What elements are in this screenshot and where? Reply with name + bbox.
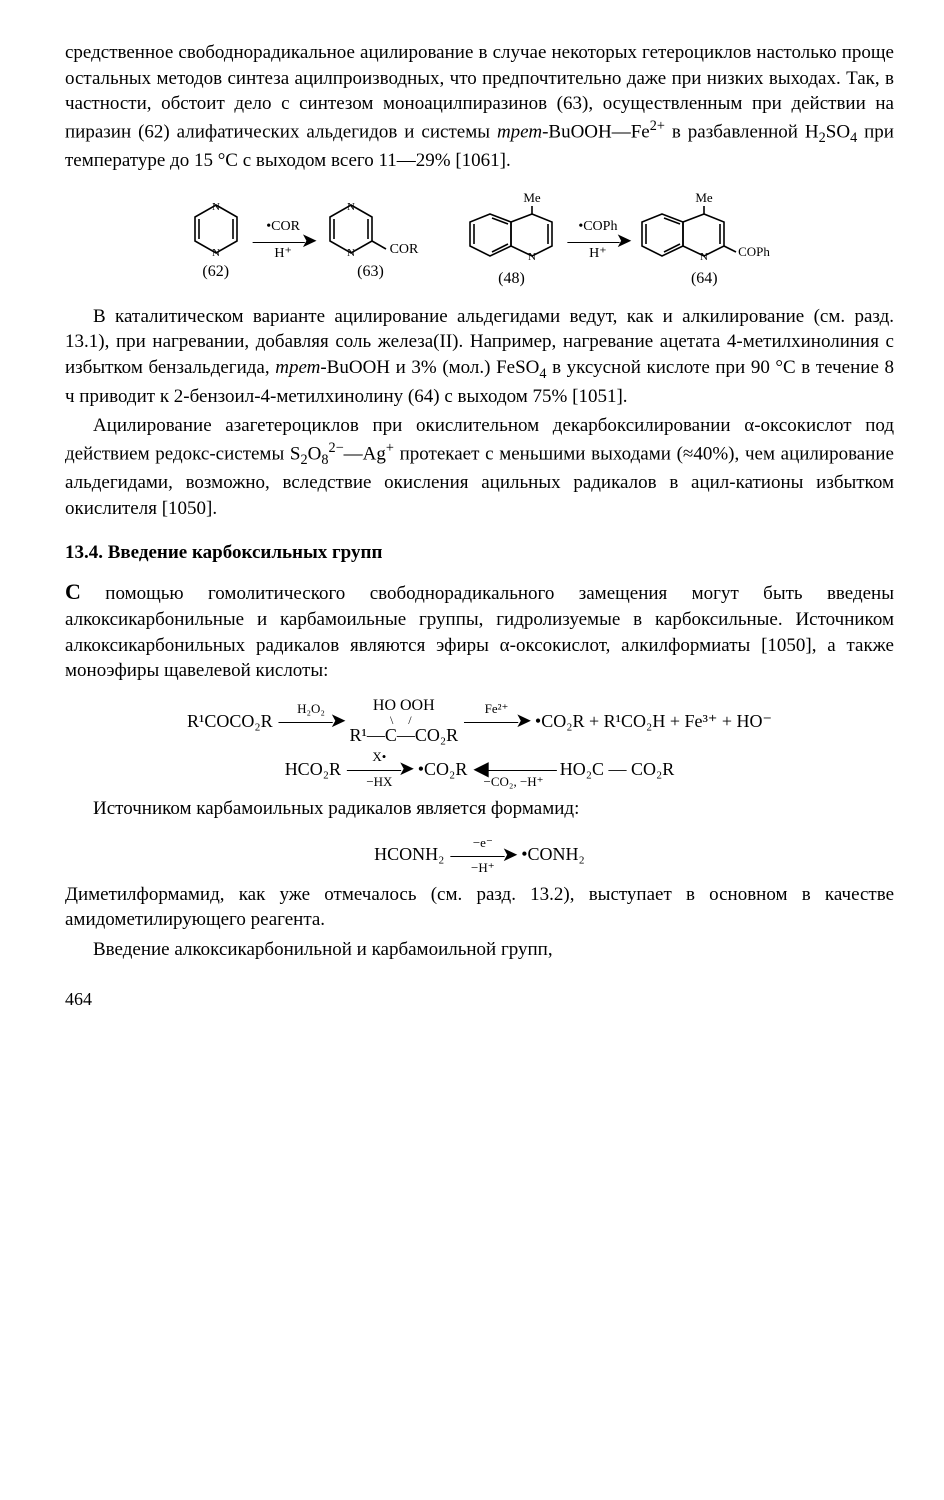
arrow-h2o2: H₂O₂ ———➤: [279, 702, 344, 740]
arrow-glyph: ———➤: [568, 235, 629, 247]
molecule-label-48: (48): [498, 268, 525, 290]
molecule-48: Me N (48): [464, 192, 560, 290]
molecule-63: N N COR (63): [322, 199, 420, 283]
arrow-bot: [495, 727, 498, 740]
molecule-label-63: (63): [357, 261, 384, 283]
equation-block-2: HCONH₂ −e⁻ ———➤ −H⁺ •CONH₂: [65, 836, 894, 874]
superscript: 2+: [650, 118, 665, 134]
superscript: 2−: [328, 440, 343, 456]
svg-text:N: N: [700, 251, 708, 263]
molecule-label-62: (62): [202, 261, 229, 283]
molecule-64: Me N COPh (64): [636, 192, 772, 290]
italic-tret: трет: [497, 121, 542, 142]
pyrazine-icon: N N: [187, 199, 245, 259]
eq3-right: •CONH₂: [521, 839, 585, 870]
arrow-bot: H⁺: [274, 247, 292, 262]
intermediate: HO OOH \ / R¹—C—CO₂R: [349, 698, 458, 744]
svg-text:Me: Me: [696, 192, 714, 205]
text: O: [308, 443, 322, 464]
dropcap: С: [65, 579, 81, 604]
equation-block-1: R¹COCO₂R H₂O₂ ———➤ HO OOH \ / R¹—C—CO₂R …: [65, 698, 894, 788]
arrow-glyph: ———➤: [450, 849, 515, 861]
text: -BuOOH и 3% (мол.) FeSO: [320, 357, 539, 378]
arrow-1: •COR ———➤ H⁺: [253, 220, 314, 261]
eq1-left: R¹COCO₂R: [187, 706, 273, 737]
text: SO: [826, 121, 850, 142]
text: -BuOOH—Fe: [542, 121, 650, 142]
text: —Ag: [344, 443, 386, 464]
svg-text:N: N: [212, 201, 220, 213]
svg-text:N: N: [212, 247, 220, 259]
equation-row-2: HCO₂R X• ———➤ −HX •CO₂R ◀———— −CO₂, −H⁺ …: [65, 750, 894, 788]
arrow-bot: H⁺: [589, 247, 607, 262]
superscript: +: [386, 440, 394, 456]
eq2-mid: •CO₂R: [418, 754, 468, 785]
top-groups: HO OOH: [373, 698, 435, 714]
text: в разбавленной H: [665, 121, 819, 142]
molecule-62: N N (62): [187, 199, 245, 283]
arrow-glyph: ———➤: [253, 235, 314, 247]
svg-text:Me: Me: [523, 192, 541, 205]
equation-row-1: R¹COCO₂R H₂O₂ ———➤ HO OOH \ / R¹—C—CO₂R …: [65, 698, 894, 744]
arrow-bot: −CO₂, −H⁺: [484, 775, 544, 788]
methylquinoline-icon: Me N: [464, 192, 560, 266]
eq3-left: HCONH₂: [374, 839, 444, 870]
reaction-scheme-1: N N (62) •COR ———➤ H⁺ N N COR (63) Me: [65, 192, 894, 290]
arrow-e: −e⁻ ———➤ −H⁺: [450, 836, 515, 874]
arrow-bot: −H⁺: [471, 861, 495, 874]
paragraph-7: Введение алкоксикарбонильной и карбамоил…: [65, 937, 894, 963]
paragraph-3: Ацилирование азагетероциклов при окислит…: [65, 413, 894, 521]
paragraph-4: С помощью гомолитического свободнорадика…: [65, 577, 894, 684]
benzoyl-methylquinoline-icon: Me N COPh: [636, 192, 772, 266]
cor-label: COR: [389, 242, 418, 257]
arrow-2: •COPh ———➤ H⁺: [568, 220, 629, 261]
page-number: 464: [65, 987, 894, 1011]
subscript: 4: [539, 366, 546, 382]
italic-tret: трет: [275, 357, 320, 378]
arrow-fe2: Fe²⁺ ———➤: [464, 702, 529, 740]
svg-text:COPh: COPh: [738, 244, 770, 259]
paragraph-1: средственное свободнорадикальное ацилиро…: [65, 40, 894, 174]
arrow-x: X• ———➤ −HX: [347, 750, 412, 788]
mid-formula: R¹—C—CO₂R: [349, 726, 458, 744]
arrow-bot: [309, 727, 312, 740]
arrow-bot: −HX: [366, 775, 392, 788]
svg-text:N: N: [347, 247, 355, 259]
eq2-right: HO₂C — CO₂R: [560, 754, 675, 785]
subscript: 2: [819, 130, 826, 146]
equation-row-3: HCONH₂ −e⁻ ———➤ −H⁺ •CONH₂: [65, 836, 894, 874]
text: помощью гомолитического свободнорадикаль…: [65, 583, 894, 681]
arrow-co2: ◀———— −CO₂, −H⁺: [473, 750, 553, 788]
section-13-4-title: 13.4. Введение карбоксильных групп: [65, 540, 894, 566]
eq1-right: •CO₂R + R¹CO₂H + Fe³⁺ + HO⁻: [535, 706, 772, 737]
molecule-label-64: (64): [691, 268, 718, 290]
eq2-left: HCO₂R: [285, 754, 341, 785]
paragraph-5: Источником карбамоильных радикалов являе…: [65, 796, 894, 822]
acylpyrazine-icon: N N COR: [322, 199, 420, 259]
paragraph-2: В каталитическом варианте ацилирование а…: [65, 304, 894, 410]
paragraph-6: Диметилформамид, как уже отмечалось (см.…: [65, 882, 894, 933]
subscript: 2: [300, 452, 307, 468]
svg-text:N: N: [347, 201, 355, 213]
svg-text:N: N: [528, 251, 536, 263]
